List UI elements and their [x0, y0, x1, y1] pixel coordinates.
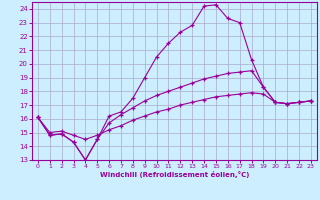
X-axis label: Windchill (Refroidissement éolien,°C): Windchill (Refroidissement éolien,°C): [100, 171, 249, 178]
